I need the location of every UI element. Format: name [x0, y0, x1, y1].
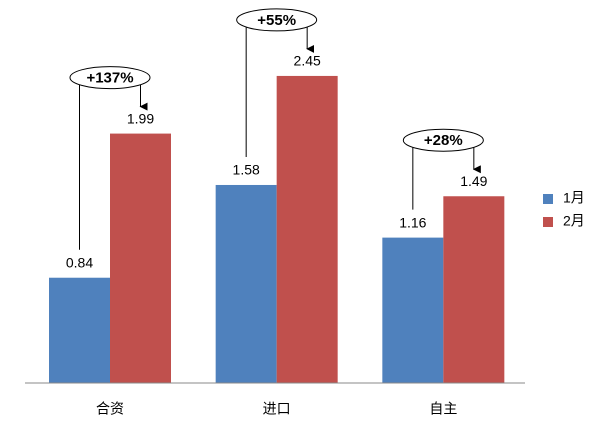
legend-swatch	[543, 217, 553, 227]
value-label: 2.45	[294, 53, 321, 69]
bar	[110, 133, 171, 383]
bar	[276, 75, 338, 383]
annotation-ellipse	[236, 8, 318, 32]
x-tick-label: 自主	[429, 401, 457, 417]
value-label: 0.84	[66, 254, 93, 270]
legend-swatch	[543, 194, 553, 204]
bar	[49, 277, 110, 383]
annotation-ellipse	[402, 128, 484, 152]
annotation: +28%	[424, 132, 463, 149]
value-label: 1.16	[399, 214, 426, 230]
annotation: +137%	[86, 70, 133, 87]
bar	[215, 184, 277, 383]
annotation-ellipse	[69, 66, 151, 90]
legend-label: 2月	[563, 213, 585, 229]
value-label: 1.49	[460, 173, 487, 189]
value-label: 1.99	[127, 110, 154, 126]
bar	[443, 196, 505, 383]
value-label: 1.58	[233, 162, 260, 178]
x-tick-label: 合资	[96, 401, 124, 417]
legend-label: 1月	[563, 190, 585, 206]
annotation: +55%	[257, 12, 296, 29]
x-tick-label: 进口	[263, 401, 291, 417]
bar	[382, 237, 444, 383]
